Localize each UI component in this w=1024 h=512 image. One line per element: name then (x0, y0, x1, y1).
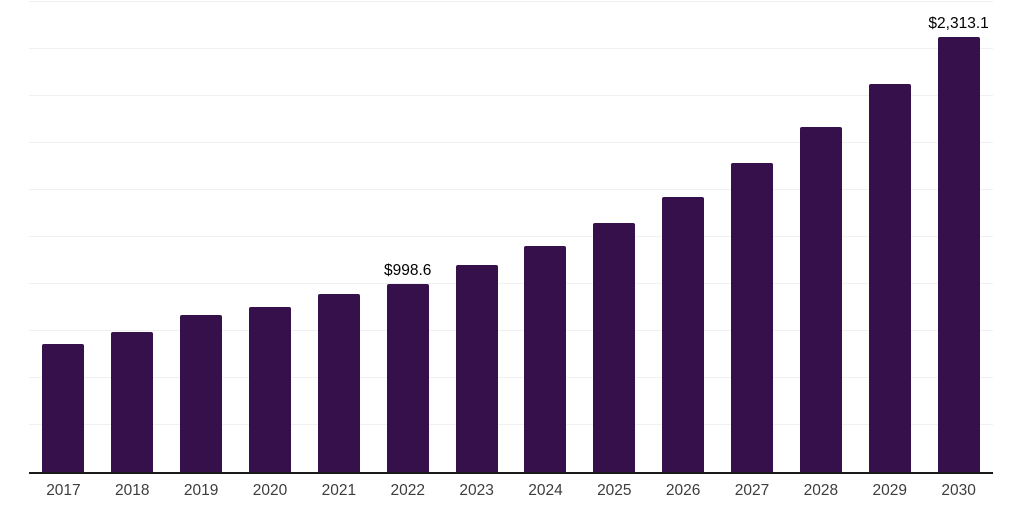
bar-2025 (593, 223, 636, 472)
x-tick-label-2027: 2027 (734, 482, 770, 499)
gridline-1750 (29, 142, 993, 144)
x-tick-label-2019: 2019 (183, 482, 219, 499)
bar-group-2019 (167, 0, 236, 472)
bar-series: $998.6 $2,313.1 (29, 0, 993, 472)
data-label-2022: $998.6 (384, 262, 432, 279)
gridline-500 (29, 377, 993, 379)
bar-group-2029 (855, 0, 924, 472)
x-tick-label-2020: 2020 (252, 482, 288, 499)
bar-2022 (386, 284, 429, 472)
bar-2030 (937, 37, 980, 472)
x-tick-label-2025: 2025 (597, 482, 632, 499)
plot-area: $998.6 $2,313.1 (29, 0, 993, 472)
bar-group-2024 (511, 0, 580, 472)
bar-group-2025 (580, 0, 649, 472)
x-tick-label-2024: 2024 (528, 482, 563, 499)
x-tick-label-2029: 2029 (872, 482, 907, 499)
bar-group-2027 (718, 0, 787, 472)
bar-2027 (731, 163, 774, 472)
bar-2018 (111, 332, 154, 472)
gridline-1500 (29, 189, 993, 191)
x-tick-label-2028: 2028 (803, 482, 839, 499)
gridline-750 (29, 330, 993, 332)
data-label-2030: $2,313.1 (928, 15, 989, 32)
bar-group-2022: $998.6 (373, 0, 442, 472)
x-tick-label-2023: 2023 (459, 482, 494, 499)
bar-2029 (868, 84, 911, 472)
x-axis-line (29, 472, 993, 474)
bar-group-2020 (236, 0, 305, 472)
gridline-1250 (29, 236, 993, 238)
bar-2026 (662, 197, 705, 472)
x-tick-label-2021: 2021 (321, 482, 357, 499)
bar-group-2026 (649, 0, 718, 472)
x-axis-tick-labels: 2017 2018 2019 2020 2021 2022 2023 2024 2025 2026… (29, 481, 993, 501)
x-tick-label-2030: 2030 (941, 482, 976, 499)
gridline-2250 (29, 48, 993, 50)
bar-group-2028 (786, 0, 855, 472)
bar-group-2030: $2,313.1 (924, 0, 993, 472)
gridline-2500 (29, 1, 993, 2)
bar-2017 (42, 344, 85, 472)
bar-2024 (524, 246, 567, 472)
gridline-2000 (29, 95, 993, 97)
bar-group-2021 (304, 0, 373, 472)
gridline-250 (29, 424, 993, 426)
bar-group-2023 (442, 0, 511, 472)
gridline-1000 (29, 283, 993, 285)
bar-2023 (455, 265, 498, 472)
x-tick-label-2026: 2026 (665, 482, 701, 499)
x-tick-label-2017: 2017 (46, 482, 81, 499)
bar-2020 (249, 307, 291, 472)
bar-group-2018 (98, 0, 167, 472)
x-tick-label-2022: 2022 (390, 482, 425, 499)
bar-2021 (317, 294, 360, 472)
bar-group-2017 (29, 0, 98, 472)
bar-2028 (799, 127, 842, 472)
x-tick-label-2018: 2018 (115, 482, 150, 499)
bar-2019 (180, 315, 223, 472)
